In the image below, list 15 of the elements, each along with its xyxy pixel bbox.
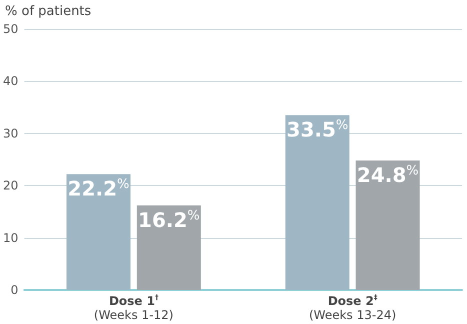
bar [136, 205, 201, 290]
bar [356, 160, 420, 290]
data-label: 24.8% [356, 163, 419, 188]
data-label: 16.2% [138, 208, 200, 232]
y-tick-label: 30 [2, 126, 18, 140]
data-label: 33.5% [286, 118, 348, 142]
y-tick-label: 0 [10, 283, 18, 297]
y-tick-label: 40 [2, 74, 18, 88]
bar [66, 174, 130, 290]
data-label: 22.2% [68, 176, 130, 201]
y-tick-label: 10 [2, 230, 18, 245]
y-tick-label: 50 [2, 22, 18, 36]
y-tick-label: 20 [2, 178, 18, 193]
y-axis-title: % of patients [5, 4, 92, 19]
bar [285, 115, 350, 290]
